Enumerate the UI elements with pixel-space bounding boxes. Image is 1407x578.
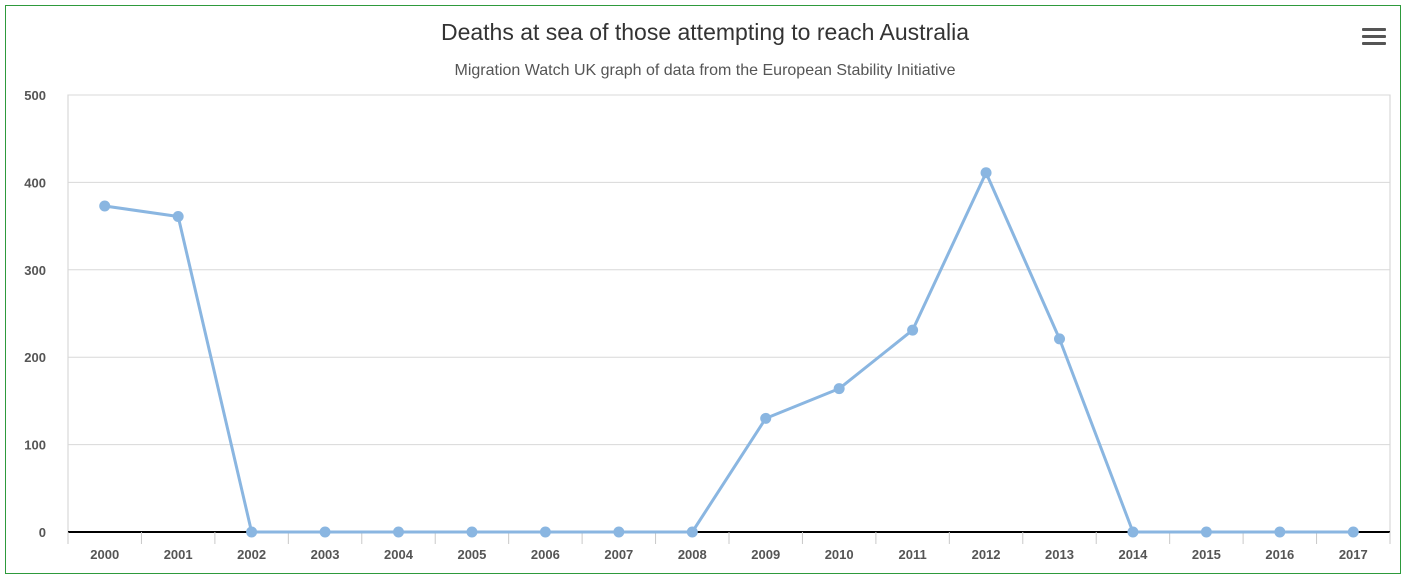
plot-border	[67, 94, 1391, 533]
data-point	[319, 526, 331, 538]
data-point	[833, 383, 845, 395]
x-tick-label: 2015	[1192, 547, 1221, 562]
y-tick-label: 500	[24, 88, 46, 103]
x-tick-label: 2011	[899, 547, 927, 562]
chart-title: Deaths at sea of those attempting to rea…	[441, 19, 969, 45]
x-tick-label: 2003	[311, 547, 340, 562]
data-point	[172, 210, 184, 222]
data-point	[686, 526, 698, 538]
y-tick-label: 100	[24, 438, 46, 453]
x-tick-label: 2016	[1265, 547, 1294, 562]
series-line	[104, 171, 1354, 534]
x-tick-label: 2008	[678, 547, 707, 562]
x-tick-label: 2006	[531, 547, 560, 562]
data-point	[1274, 526, 1286, 538]
chart-menu-button[interactable]	[1356, 22, 1390, 52]
data-point	[907, 324, 919, 336]
x-tick-label: 2005	[457, 547, 486, 562]
x-tick-label: 2004	[384, 547, 414, 562]
data-point	[1200, 526, 1212, 538]
x-tick-label: 2002	[237, 547, 266, 562]
data-point	[1127, 526, 1139, 538]
data-point	[760, 412, 772, 424]
y-tick-label: 200	[24, 350, 46, 365]
x-tick-label: 2000	[90, 547, 119, 562]
data-point	[1054, 333, 1065, 345]
hamburger-menu-icon-bar	[1362, 42, 1386, 45]
plot-area: 0 100 200 300 400 500 2000 2001 2002 2003 2004 2005…	[24, 88, 1391, 562]
y-tick-label: 0	[39, 525, 46, 540]
data-point	[246, 526, 258, 538]
x-tick-label: 2010	[825, 547, 854, 562]
data-point	[99, 200, 111, 212]
x-tick-label: 2001	[164, 547, 193, 562]
x-tick-label: 2014	[1118, 547, 1148, 562]
data-point	[613, 526, 625, 538]
data-point	[1347, 526, 1359, 538]
chart-subtitle: Migration Watch UK graph of data from th…	[455, 62, 956, 79]
data-point	[393, 526, 404, 538]
x-tick-label: 2017	[1339, 547, 1368, 562]
data-point	[539, 526, 551, 538]
chart-container	[5, 5, 1401, 574]
x-tick-label: 2013	[1045, 547, 1074, 562]
y-tick-label: 400	[24, 175, 46, 190]
x-tick-label: 2007	[604, 547, 633, 562]
y-tick-label: 300	[24, 263, 46, 278]
hamburger-menu-icon	[1362, 28, 1386, 31]
x-tick-label: 2009	[751, 547, 780, 562]
data-point	[980, 167, 992, 179]
hamburger-menu-icon-bar	[1362, 35, 1386, 38]
data-point	[466, 526, 478, 538]
x-tick-label: 2012	[972, 547, 1001, 562]
